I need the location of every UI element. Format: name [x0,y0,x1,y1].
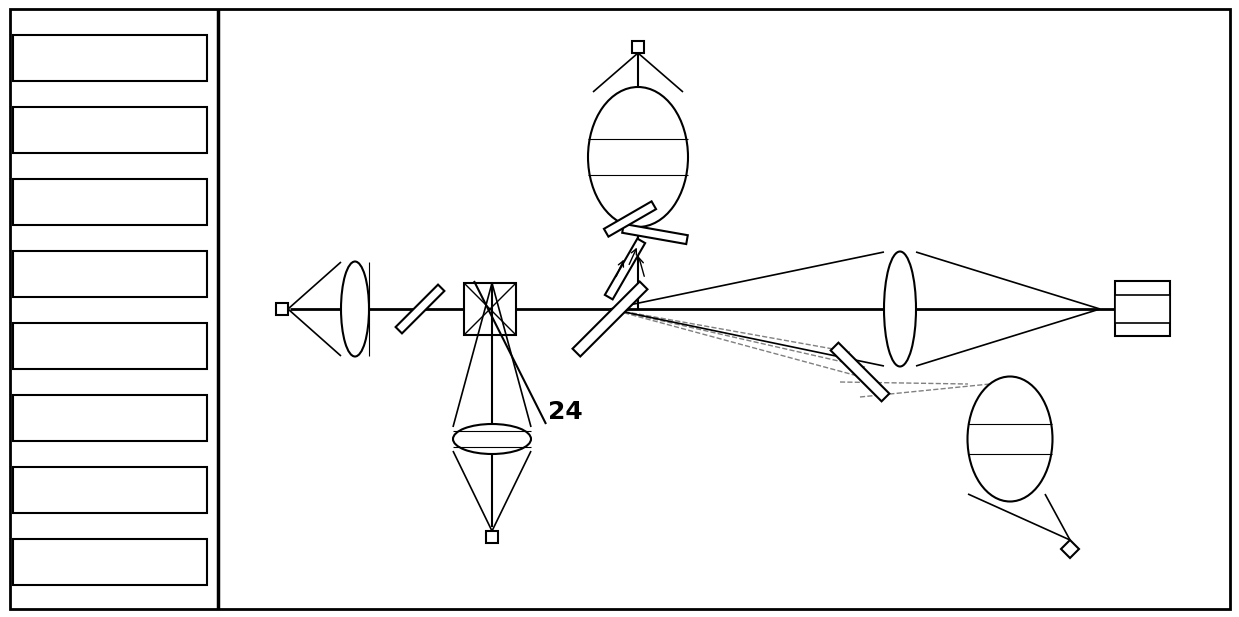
Bar [1115,295,1170,323]
Bar [12,107,207,153]
Ellipse shape [453,424,532,454]
Bar [12,539,207,585]
Polygon shape [395,284,445,333]
Bar [632,41,644,53]
Bar [276,303,287,315]
Bar [1115,281,1170,336]
Polygon shape [1061,540,1079,558]
Polygon shape [622,224,688,244]
Bar [12,179,207,225]
Bar [486,531,498,543]
Polygon shape [572,281,648,357]
Text: 24: 24 [548,400,582,424]
Bar [463,283,515,335]
Bar [12,35,207,81]
Bar [12,251,207,297]
Ellipse shape [968,376,1052,502]
Ellipse shape [883,252,916,366]
Polygon shape [830,342,890,401]
Bar [12,467,207,513]
Ellipse shape [341,262,369,357]
Bar [12,323,207,369]
Polygon shape [605,239,646,299]
Polygon shape [603,201,657,237]
Bar [12,395,207,441]
Ellipse shape [589,87,688,227]
